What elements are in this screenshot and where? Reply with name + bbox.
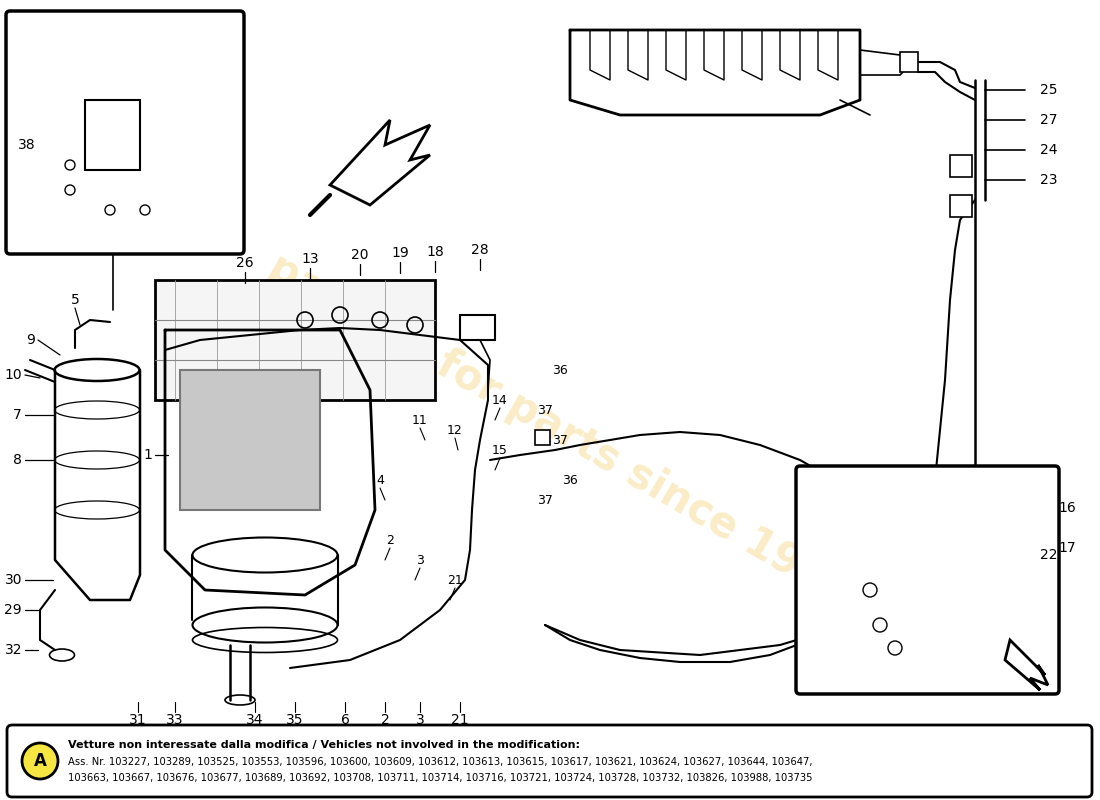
Text: 23: 23 (1040, 173, 1057, 187)
FancyBboxPatch shape (6, 11, 244, 254)
Text: 24: 24 (1040, 143, 1057, 157)
Text: 28: 28 (471, 243, 488, 257)
Text: 18: 18 (426, 245, 444, 259)
Text: 35: 35 (286, 713, 304, 727)
Bar (85, 100, 140, 170)
Text: 19: 19 (392, 246, 409, 260)
Circle shape (22, 743, 58, 779)
Text: 2: 2 (386, 534, 394, 546)
Text: 16: 16 (1058, 501, 1076, 515)
Text: 32: 32 (4, 643, 22, 657)
Bar (180, 370, 320, 510)
Text: 37: 37 (537, 403, 553, 417)
Text: 20: 20 (351, 248, 369, 262)
Text: 9: 9 (26, 333, 35, 347)
Text: 5: 5 (70, 293, 79, 307)
Polygon shape (1005, 640, 1048, 690)
Text: 12: 12 (447, 423, 463, 437)
Text: 11: 11 (412, 414, 428, 426)
Text: 1: 1 (144, 448, 153, 462)
Text: 21: 21 (447, 574, 463, 586)
Text: 21: 21 (451, 713, 469, 727)
Text: 37: 37 (537, 494, 553, 506)
Text: 33: 33 (166, 713, 184, 727)
Text: 103663, 103667, 103676, 103677, 103689, 103692, 103708, 103711, 103714, 103716, : 103663, 103667, 103676, 103677, 103689, … (68, 773, 813, 783)
Text: 38: 38 (18, 138, 35, 152)
Text: 37: 37 (552, 434, 568, 446)
Text: 29: 29 (4, 603, 22, 617)
Text: 15: 15 (492, 443, 508, 457)
Bar (460, 315, 495, 340)
Text: Vetture non interessate dalla modifica / Vehicles not involved in the modificati: Vetture non interessate dalla modifica /… (68, 740, 580, 750)
Bar (535, 430, 550, 445)
Text: 10: 10 (4, 368, 22, 382)
Text: 7: 7 (13, 408, 22, 422)
Text: 22: 22 (1040, 548, 1057, 562)
Text: 25: 25 (1040, 83, 1057, 97)
FancyBboxPatch shape (7, 725, 1092, 797)
Text: 2: 2 (381, 713, 389, 727)
Polygon shape (330, 120, 430, 205)
Text: 3: 3 (416, 713, 425, 727)
Text: 3: 3 (416, 554, 424, 566)
Text: 26: 26 (236, 256, 254, 270)
Bar (950, 195, 972, 217)
Text: 8: 8 (13, 453, 22, 467)
Text: passion for parts since 1985: passion for parts since 1985 (262, 246, 858, 614)
Text: 27: 27 (1040, 113, 1057, 127)
Text: 34: 34 (246, 713, 264, 727)
FancyBboxPatch shape (796, 466, 1059, 694)
Bar (900, 52, 918, 72)
Bar (950, 155, 972, 177)
Text: 6: 6 (341, 713, 350, 727)
Text: A: A (34, 752, 46, 770)
Text: 14: 14 (492, 394, 508, 406)
Text: 4: 4 (376, 474, 384, 486)
Text: 36: 36 (552, 363, 568, 377)
Text: 13: 13 (301, 252, 319, 266)
Text: 36: 36 (562, 474, 578, 486)
Text: 31: 31 (129, 713, 146, 727)
Text: Ass. Nr. 103227, 103289, 103525, 103553, 103596, 103600, 103609, 103612, 103613,: Ass. Nr. 103227, 103289, 103525, 103553,… (68, 757, 813, 767)
Text: 30: 30 (4, 573, 22, 587)
Bar (155, 280, 434, 400)
Text: 17: 17 (1058, 541, 1076, 555)
